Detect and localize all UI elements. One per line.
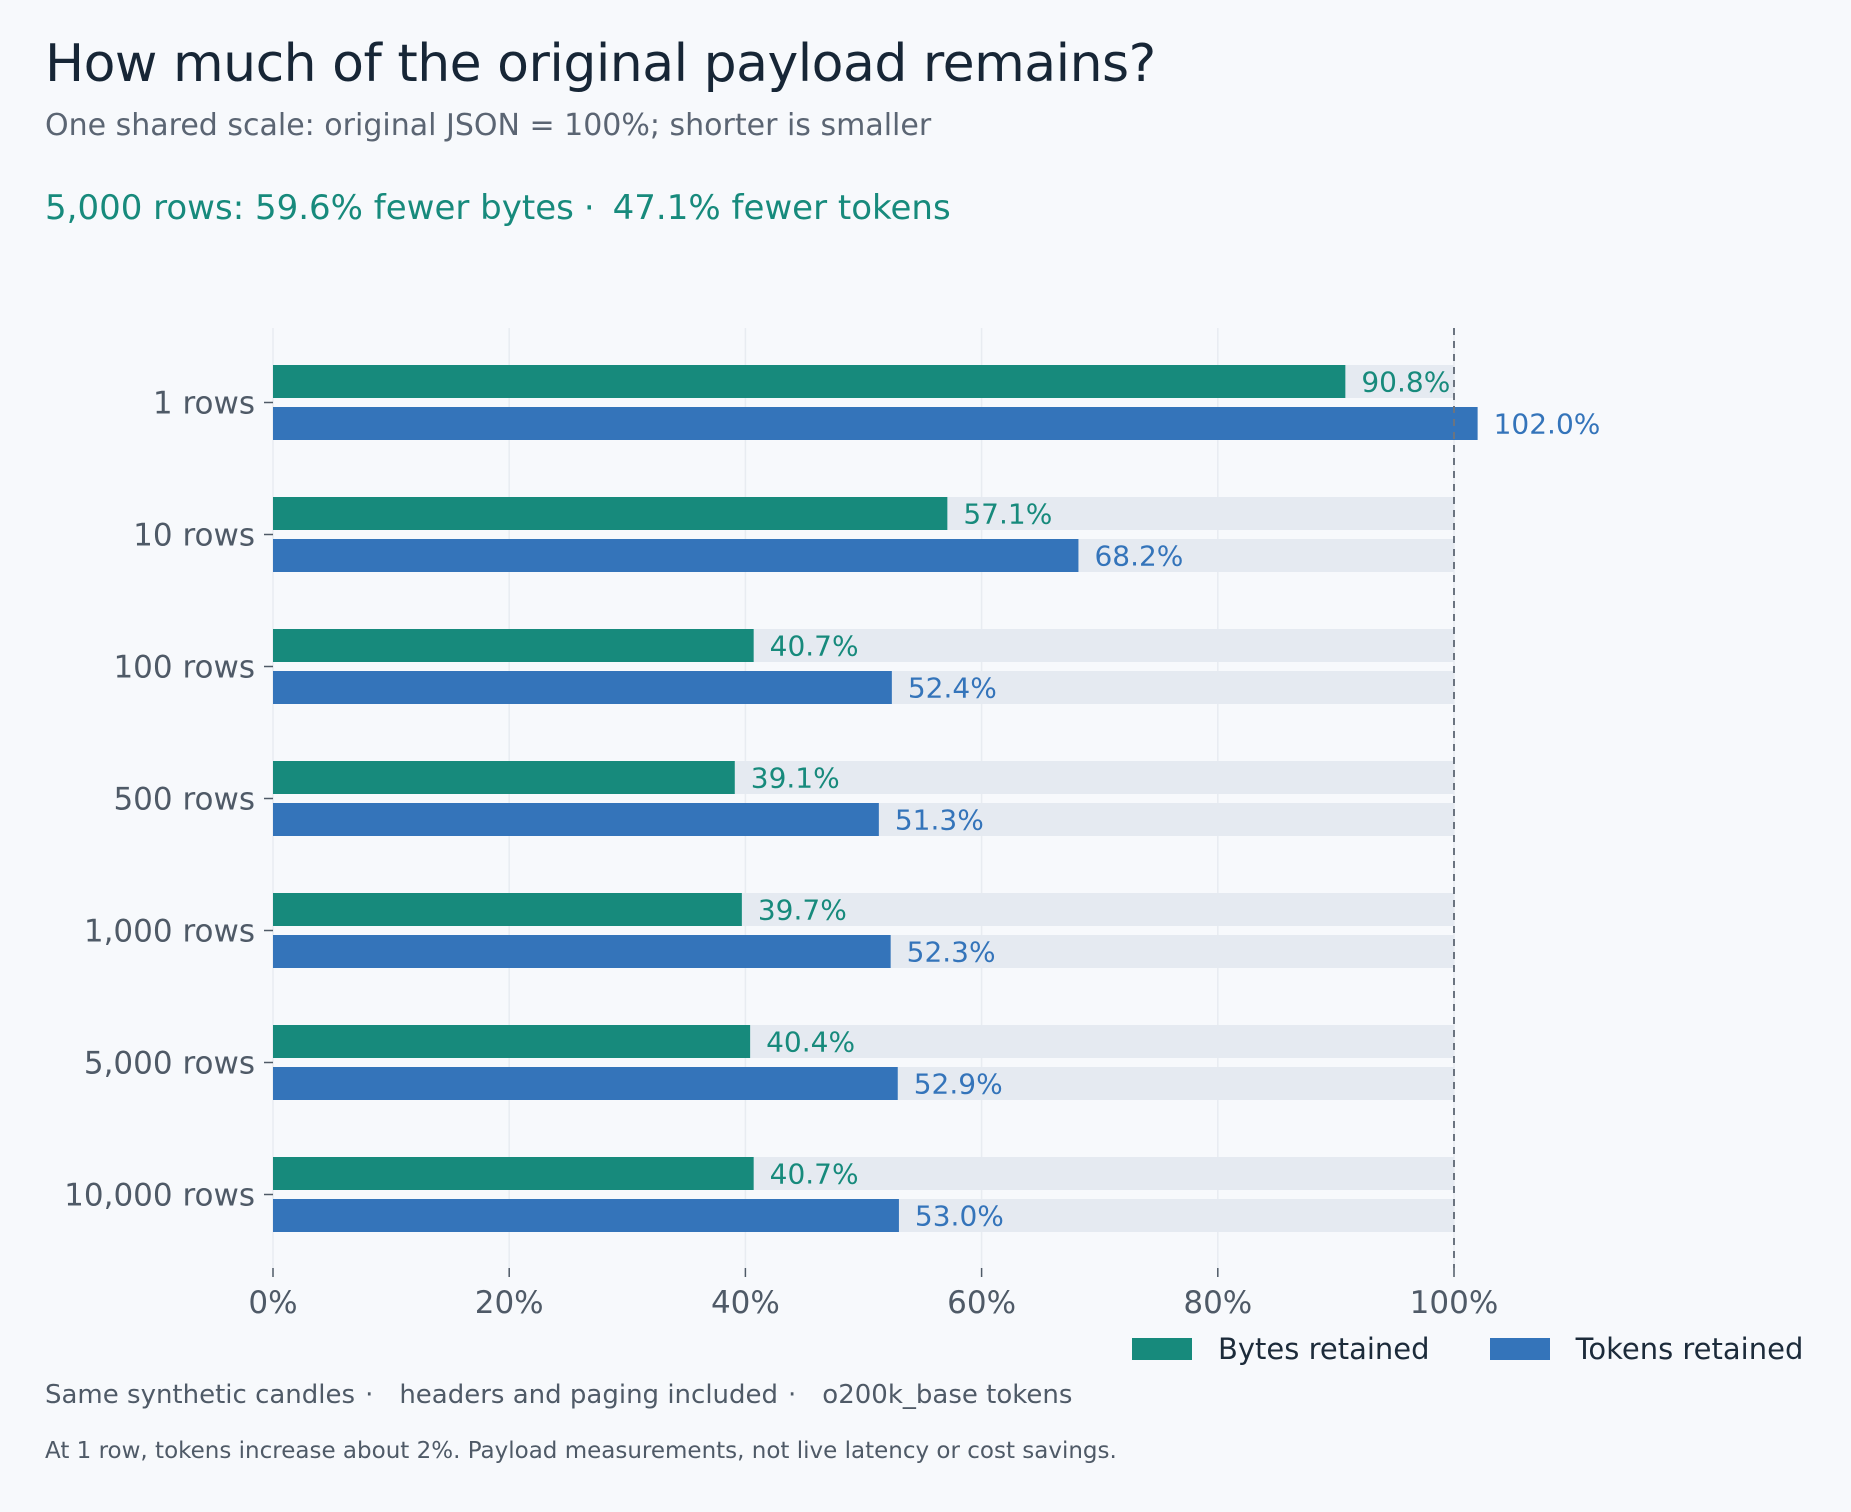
- tokens-bar: [273, 1199, 899, 1232]
- tokens-value-label: 53.0%: [915, 1200, 1004, 1233]
- tokens-value-label: 52.4%: [908, 672, 997, 705]
- bytes-value-label: 90.8%: [1361, 366, 1450, 399]
- category-label: 500 rows: [113, 782, 255, 818]
- bytes-value-label: 40.7%: [770, 630, 859, 663]
- tokens-value-label: 102.0%: [1494, 408, 1601, 441]
- legend-swatch-bytes: [1132, 1338, 1192, 1360]
- footnote-note-3: o200k_base tokens: [822, 1380, 1073, 1410]
- headline-tokens: 47.1% fewer tokens: [612, 188, 951, 228]
- footnote-separator: ·: [788, 1380, 797, 1410]
- bytes-value-label: 40.7%: [770, 1158, 859, 1191]
- bytes-value-label: 39.7%: [758, 894, 847, 927]
- bytes-value-label: 39.1%: [751, 762, 840, 795]
- category-label: 10,000 rows: [64, 1178, 255, 1214]
- category-label: 100 rows: [113, 650, 255, 686]
- tokens-value-label: 52.3%: [907, 936, 996, 969]
- bytes-bar: [273, 1025, 751, 1058]
- legend: Bytes retained Tokens retained: [1132, 1332, 1803, 1366]
- category-label: 5,000 rows: [84, 1046, 255, 1082]
- tokens-bar: [273, 539, 1079, 572]
- legend-label-bytes: Bytes retained: [1218, 1332, 1430, 1366]
- tokens-value-label: 51.3%: [895, 804, 984, 837]
- headline-bytes: 5,000 rows: 59.6% fewer bytes: [45, 188, 574, 228]
- x-tick-label: 20%: [475, 1285, 544, 1320]
- footnote-note-1: Same synthetic candles: [45, 1380, 356, 1410]
- category-label: 1,000 rows: [84, 914, 255, 950]
- chart-title: How much of the original payload remains…: [45, 34, 1156, 94]
- tokens-value-label: 68.2%: [1094, 540, 1183, 573]
- bytes-bar: [273, 1157, 754, 1190]
- legend-item-tokens: Tokens retained: [1489, 1332, 1804, 1366]
- bytes-value-label: 57.1%: [963, 498, 1052, 531]
- footnote-separator: ·: [365, 1380, 374, 1410]
- category-label: 1 rows: [153, 386, 255, 422]
- headline-summary: 5,000 rows: 59.6% fewer bytes · 47.1% fewe…: [45, 188, 951, 228]
- x-tick-label: 40%: [711, 1285, 780, 1320]
- chart-subtitle: One shared scale: original JSON = 100%; …: [45, 108, 932, 143]
- x-tick-label: 60%: [947, 1285, 1016, 1320]
- bar-chart: 90.8% 102.0% 1 rows 57.1% 68.2% 10 rows 40.7% 5…: [64, 328, 1601, 1320]
- bytes-bar: [273, 497, 948, 530]
- footnote-sources: Same synthetic candles · headers and pagin…: [45, 1380, 1072, 1410]
- bytes-bar: [273, 893, 742, 926]
- tokens-bar: [273, 935, 891, 968]
- headline-separator: ·: [583, 188, 595, 228]
- footnote-note-2: headers and paging included: [399, 1380, 779, 1410]
- bytes-bar: [273, 629, 754, 662]
- legend-swatch-tokens: [1489, 1338, 1550, 1360]
- tokens-bar: [273, 407, 1478, 440]
- tokens-bar: [273, 803, 879, 836]
- footnote-caveat: At 1 row, tokens increase about 2%. Payl…: [45, 1438, 1117, 1464]
- legend-label-tokens: Tokens retained: [1575, 1332, 1804, 1366]
- x-tick-label: 80%: [1183, 1285, 1252, 1320]
- bytes-value-label: 40.4%: [766, 1026, 855, 1059]
- tokens-bar: [273, 1067, 898, 1100]
- category-label: 10 rows: [133, 518, 255, 554]
- x-tick-label: 0%: [248, 1285, 297, 1320]
- x-tick-label: 100%: [1410, 1285, 1499, 1320]
- tokens-bar: [273, 671, 892, 704]
- tokens-value-label: 52.9%: [914, 1068, 1003, 1101]
- bytes-bar: [273, 761, 735, 794]
- legend-item-bytes: Bytes retained: [1132, 1332, 1430, 1366]
- bytes-bar: [273, 365, 1346, 398]
